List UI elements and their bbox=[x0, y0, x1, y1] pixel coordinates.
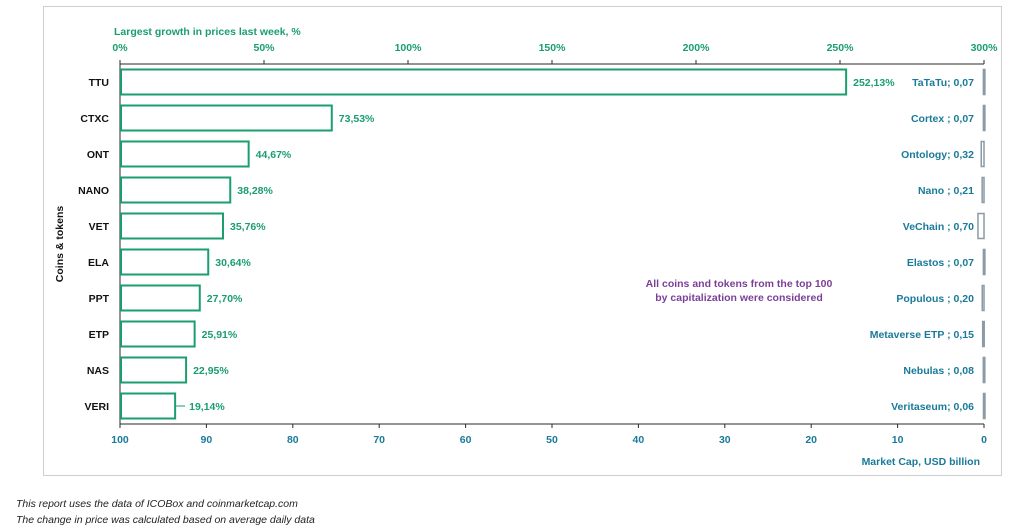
growth-bar bbox=[120, 248, 210, 276]
bottom-axis-title: Market Cap, USD billion bbox=[862, 456, 980, 468]
growth-value-label: 38,28% bbox=[237, 185, 273, 197]
top-axis-tick-label: 150% bbox=[539, 42, 567, 54]
bottom-axis-tick-label: 10 bbox=[892, 434, 904, 446]
growth-value-label: 252,13% bbox=[853, 77, 895, 89]
top-axis-tick-label: 50% bbox=[253, 42, 275, 54]
footnote-method: The change in price was calculated based… bbox=[16, 514, 315, 526]
market-cap-bar bbox=[977, 212, 985, 240]
market-cap-label: Veritaseum; 0,06 bbox=[891, 401, 974, 413]
category-label: VERI bbox=[84, 401, 109, 413]
top-axis-tick-label: 300% bbox=[971, 42, 999, 54]
bottom-axis-tick-label: 30 bbox=[719, 434, 731, 446]
bottom-axis-tick-label: 20 bbox=[805, 434, 817, 446]
footnote-source: This report uses the data of ICOBox and … bbox=[16, 498, 298, 510]
growth-bar bbox=[120, 356, 188, 384]
market-cap-label: Populous ; 0,20 bbox=[896, 293, 974, 305]
top-axis-tick-label: 250% bbox=[827, 42, 855, 54]
growth-bar bbox=[120, 392, 177, 420]
growth-bar bbox=[120, 284, 201, 312]
market-cap-label: TaTaTu; 0,07 bbox=[912, 77, 974, 89]
category-label: ONT bbox=[87, 149, 110, 161]
annotation-text: by capitalization were considered bbox=[655, 292, 822, 304]
y-axis-label: Coins & tokens bbox=[54, 206, 66, 283]
bottom-axis-tick-label: 0 bbox=[981, 434, 987, 446]
growth-bar bbox=[120, 320, 196, 348]
market-cap-bar bbox=[982, 104, 986, 132]
growth-value-label: 35,76% bbox=[230, 221, 266, 233]
growth-bar bbox=[120, 68, 848, 96]
growth-value-label: 44,67% bbox=[256, 149, 292, 161]
chart-frame bbox=[43, 6, 1002, 476]
category-label: TTU bbox=[89, 77, 109, 89]
bottom-axis-tick-label: 100 bbox=[111, 434, 129, 446]
growth-bar bbox=[120, 104, 333, 132]
market-cap-bar bbox=[982, 68, 986, 96]
market-cap-bar bbox=[982, 356, 986, 384]
market-cap-bar bbox=[982, 248, 986, 276]
top-axis-tick-label: 0% bbox=[112, 42, 128, 54]
growth-value-label: 19,14% bbox=[189, 401, 225, 413]
category-label: ETP bbox=[89, 329, 109, 341]
market-cap-bar bbox=[981, 284, 985, 312]
bottom-axis-tick-label: 90 bbox=[201, 434, 213, 446]
bottom-axis-tick-label: 80 bbox=[287, 434, 299, 446]
market-cap-bar bbox=[980, 140, 985, 168]
growth-value-label: 22,95% bbox=[193, 365, 229, 377]
category-label: VET bbox=[89, 221, 110, 233]
growth-value-label: 27,70% bbox=[207, 293, 243, 305]
category-label: ELA bbox=[88, 257, 109, 269]
top-axis-tick-label: 200% bbox=[683, 42, 711, 54]
bottom-axis-tick-label: 70 bbox=[373, 434, 385, 446]
chart-title: Largest growth in prices last week, % bbox=[114, 26, 301, 38]
category-label: NANO bbox=[78, 185, 109, 197]
market-cap-label: VeChain ; 0,70 bbox=[903, 221, 974, 233]
market-cap-bar bbox=[981, 176, 985, 204]
growth-bar bbox=[120, 140, 250, 168]
bottom-axis-tick-label: 40 bbox=[633, 434, 645, 446]
bottom-axis-tick-label: 50 bbox=[546, 434, 558, 446]
market-cap-bar bbox=[981, 320, 985, 348]
market-cap-label: Nano ; 0,21 bbox=[918, 185, 974, 197]
market-cap-label: Ontology; 0,32 bbox=[901, 149, 974, 161]
growth-value-label: 30,64% bbox=[215, 257, 251, 269]
category-label: NAS bbox=[87, 365, 109, 377]
market-cap-bar bbox=[982, 392, 986, 420]
category-label: CTXC bbox=[80, 113, 109, 125]
category-label: PPT bbox=[89, 293, 110, 305]
market-cap-label: Elastos ; 0,07 bbox=[907, 257, 974, 269]
top-axis-tick-label: 100% bbox=[395, 42, 423, 54]
growth-bar bbox=[120, 176, 232, 204]
market-cap-label: Metaverse ETP ; 0,15 bbox=[870, 329, 974, 341]
annotation-text: All coins and tokens from the top 100 bbox=[646, 278, 833, 290]
growth-value-label: 25,91% bbox=[202, 329, 238, 341]
bottom-axis-tick-label: 60 bbox=[460, 434, 472, 446]
growth-bar bbox=[120, 212, 224, 240]
growth-value-label: 73,53% bbox=[339, 113, 375, 125]
market-cap-label: Cortex ; 0,07 bbox=[911, 113, 974, 125]
market-cap-label: Nebulas ; 0,08 bbox=[903, 365, 974, 377]
